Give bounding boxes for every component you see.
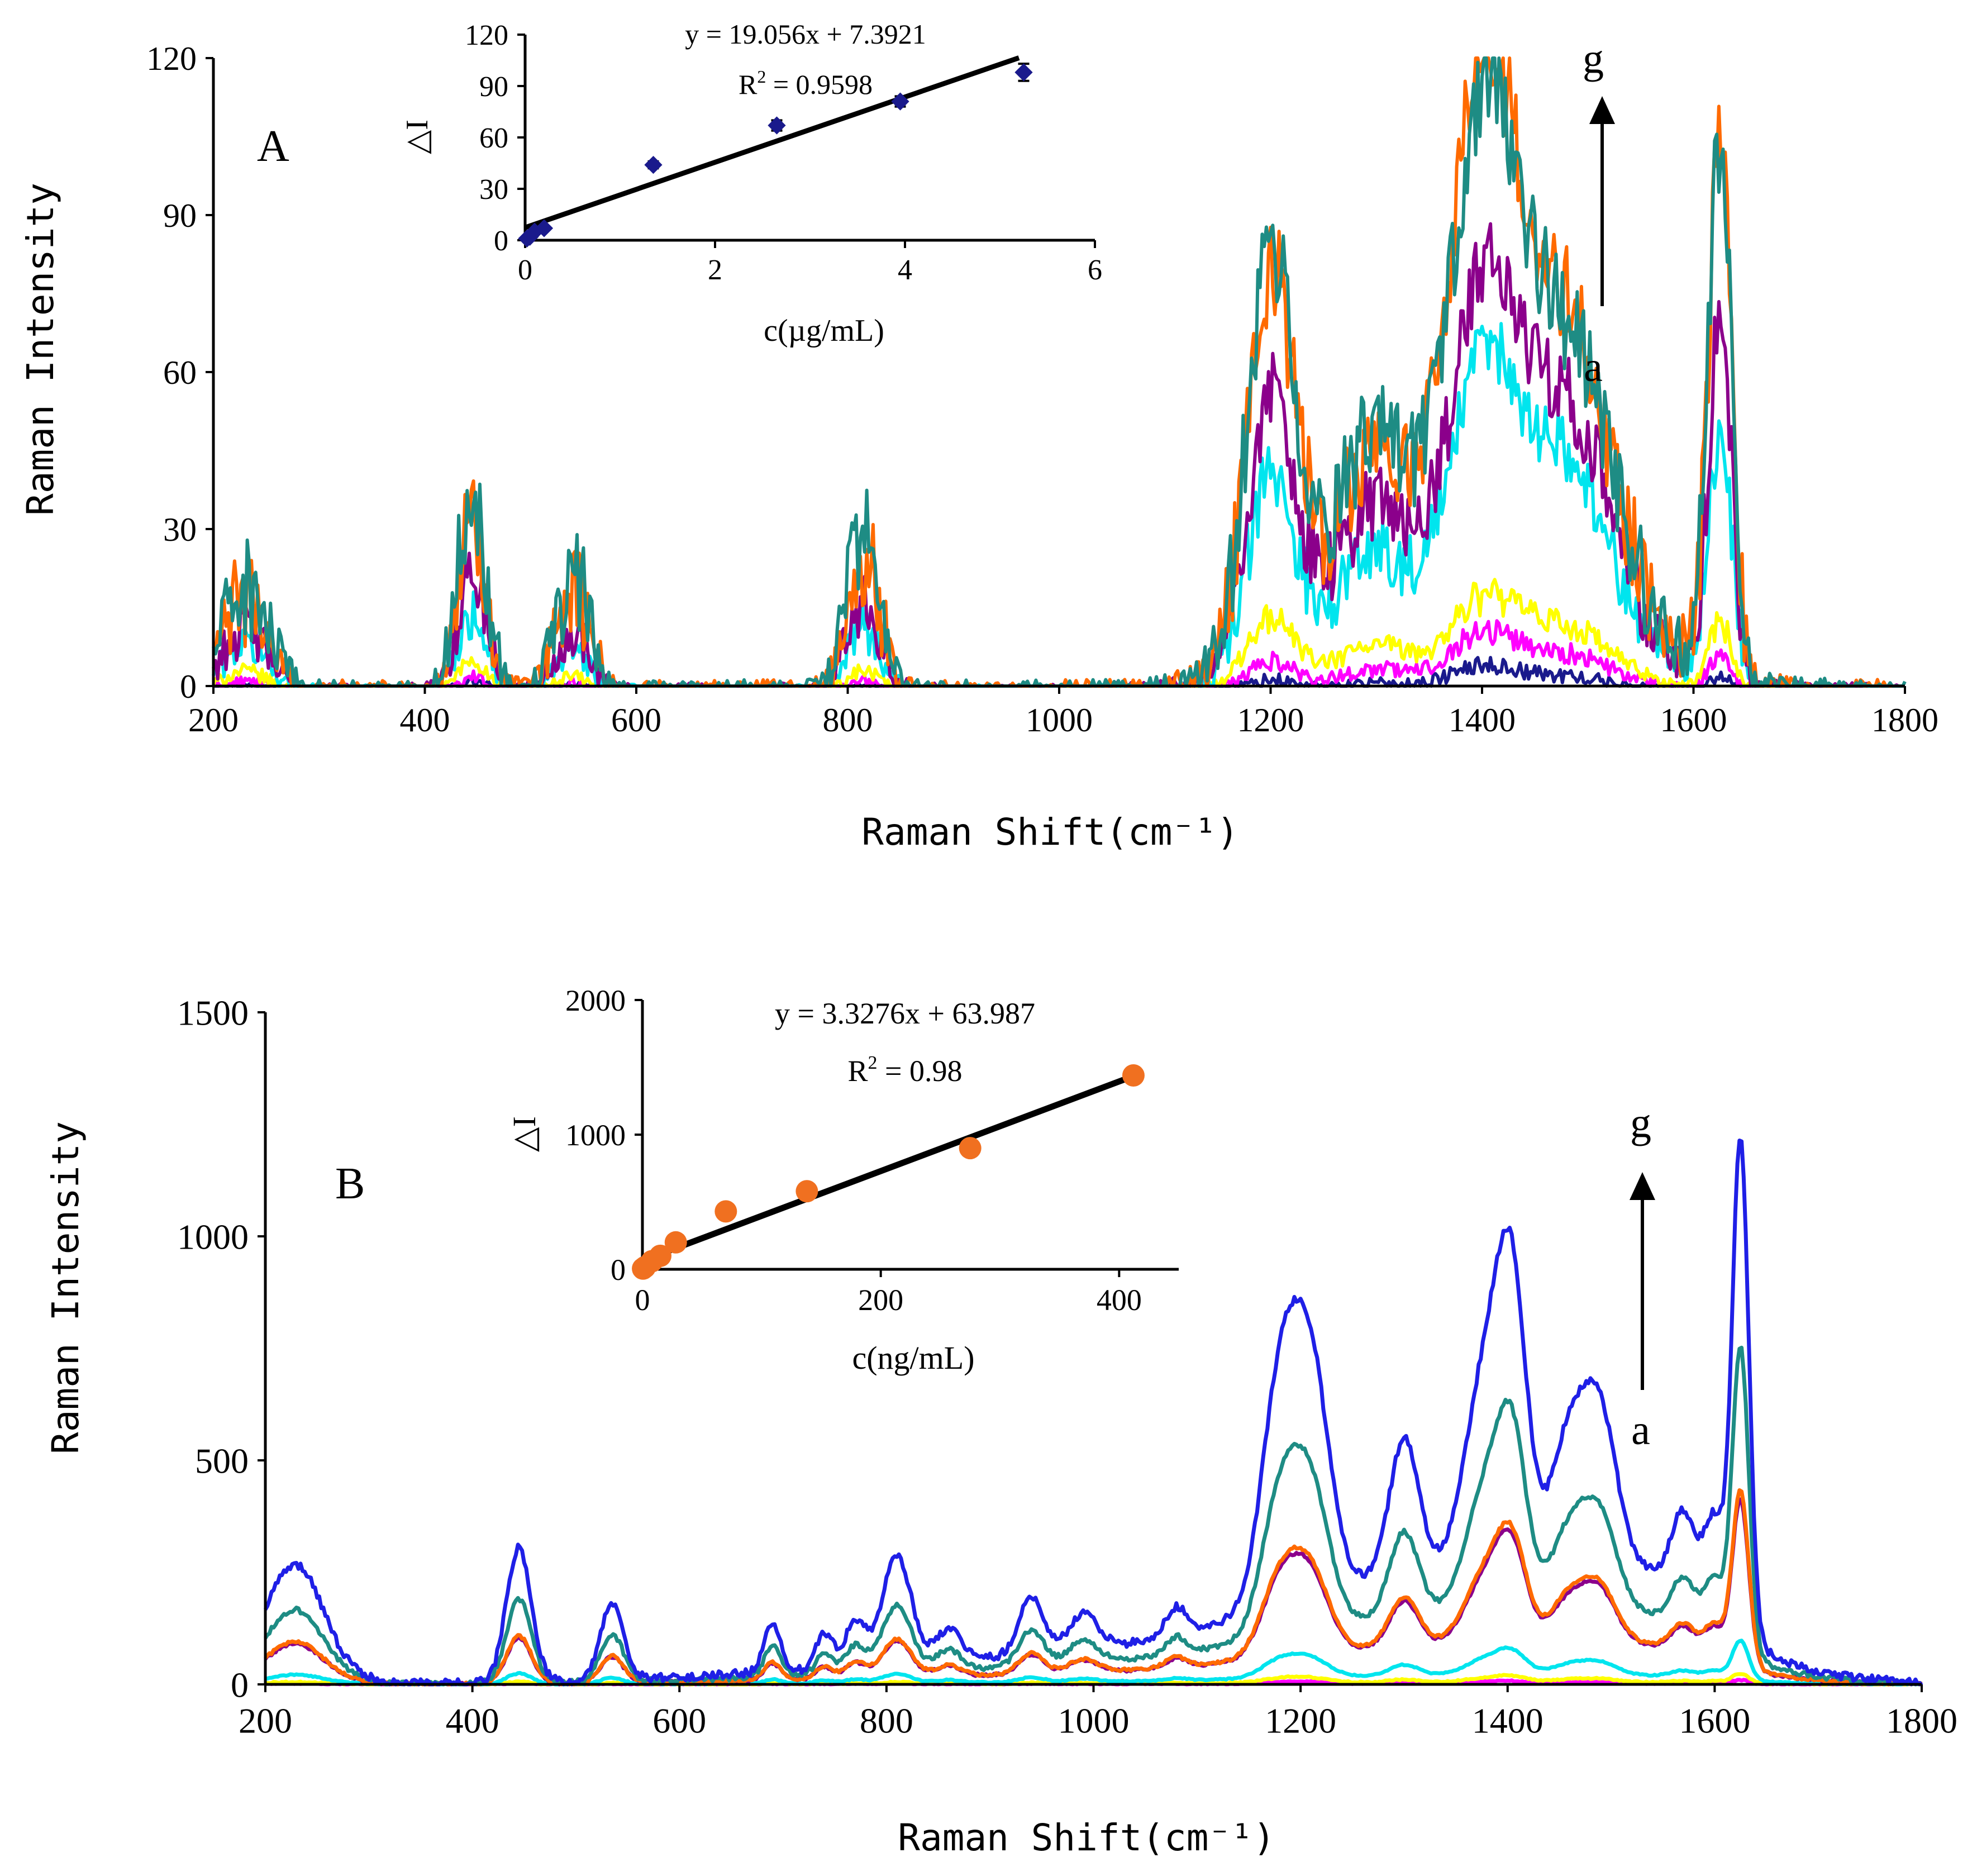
x-tick-label: 2 — [708, 254, 722, 286]
x-tick-label: 1400 — [1449, 702, 1516, 739]
x-tick-label: 200 — [188, 702, 239, 739]
y-axis-title-a: Raman Intensity — [19, 183, 62, 516]
r-squared-b: R2 = 0.98 — [848, 1053, 963, 1088]
y-ticks-b: 0 500 1000 1500 — [177, 993, 265, 1704]
data-point — [768, 116, 786, 135]
data-point — [644, 155, 663, 174]
trend-arrowhead-a — [1589, 96, 1615, 124]
fit-line-b — [641, 1074, 1132, 1264]
x-axis-title-b: Raman Shift(cm⁻¹) — [898, 1816, 1275, 1859]
inset-x-title-b: c(ng/mL) — [852, 1340, 974, 1376]
x-tick-label: 1200 — [1265, 1701, 1336, 1740]
arrow-label-g-b: g — [1630, 1099, 1651, 1146]
chart-panel-b: 0 500 1000 1500 200 400 600 800 1000 1200 1400 160… — [44, 984, 1957, 1859]
data-point — [795, 1180, 818, 1203]
inset-points-b — [632, 1064, 1145, 1280]
spectrum-line-g — [263, 1139, 1923, 1687]
x-tick-label: 1800 — [1886, 1701, 1957, 1740]
inset-x-ticks-a: 0 2 4 6 — [518, 240, 1102, 286]
spectra-series-a — [212, 56, 1907, 688]
inset-calibration-a: 0 30 60 90 120 0 2 4 6 y = 19.056x + 7.3921 R2 … — [400, 18, 1102, 348]
x-axis-title-a: Raman Shift(cm⁻¹) — [861, 811, 1239, 854]
y-tick-label: 90 — [479, 71, 508, 103]
x-tick-label: 1800 — [1871, 702, 1938, 739]
y-tick-label: 1000 — [565, 1118, 626, 1152]
x-ticks-a: 200 400 600 800 1000 1200 1400 1600 1800 — [188, 686, 1938, 739]
arrow-label-a-a: a — [1584, 344, 1603, 391]
x-tick-label: 1400 — [1472, 1701, 1544, 1740]
y-tick-label: 120 — [465, 20, 508, 51]
spectrum-line-e — [264, 1488, 1922, 1687]
y-tick-label: 0 — [611, 1253, 626, 1287]
x-tick-label: 800 — [860, 1701, 913, 1740]
x-tick-label: 800 — [823, 702, 873, 739]
data-point — [649, 1244, 671, 1267]
x-tick-label: 400 — [1097, 1283, 1142, 1317]
inset-y-title-b: △I — [506, 1116, 542, 1152]
x-tick-label: 1200 — [1237, 702, 1304, 739]
x-tick-label: 200 — [858, 1283, 903, 1317]
inset-calibration-b: 0 1000 2000 0 200 400 y = 3.3276x + 63.987 R… — [506, 984, 1179, 1376]
y-tick-label: 0 — [494, 225, 508, 257]
x-tick-label: 0 — [518, 254, 532, 286]
spectra-series-b — [263, 1139, 1923, 1687]
trend-arrowhead-b — [1630, 1172, 1655, 1200]
spectrum-line-g — [212, 56, 1907, 688]
fit-equation-b: y = 3.3276x + 63.987 — [775, 997, 1035, 1030]
inset-x-ticks-b: 0 200 400 — [635, 1269, 1142, 1317]
y-tick-label: 120 — [146, 40, 197, 77]
x-tick-label: 1000 — [1026, 702, 1093, 739]
y-tick-label: 2000 — [565, 984, 626, 1017]
x-tick-label: 200 — [239, 1701, 292, 1740]
y-tick-label: 500 — [195, 1441, 249, 1480]
x-tick-label: 1000 — [1058, 1701, 1130, 1740]
spectrum-line-c — [265, 1639, 1923, 1687]
r-squared-a: R2 = 0.9598 — [739, 66, 873, 100]
y-tick-label: 60 — [479, 122, 508, 154]
data-point — [891, 92, 909, 111]
y-tick-label: 1000 — [177, 1217, 249, 1256]
data-point — [959, 1137, 982, 1160]
spectrum-line-f — [264, 1345, 1922, 1687]
inset-x-title-a: c(µg/mL) — [764, 313, 884, 348]
data-point — [535, 219, 554, 237]
y-axis-title-b: Raman Intensity — [44, 1121, 87, 1454]
inset-y-ticks-b: 0 1000 2000 — [565, 984, 642, 1287]
x-tick-label: 1600 — [1660, 702, 1727, 739]
fit-line-a — [524, 55, 1020, 230]
x-tick-label: 400 — [400, 702, 450, 739]
y-tick-label: 90 — [163, 197, 197, 234]
x-tick-label: 6 — [1088, 254, 1102, 286]
inset-points-a — [518, 63, 1033, 248]
x-tick-label: 400 — [446, 1701, 499, 1740]
data-point — [1122, 1064, 1145, 1087]
panel-label-a: A — [257, 122, 289, 171]
y-tick-label: 60 — [163, 354, 197, 391]
x-tick-label: 4 — [898, 254, 912, 286]
y-tick-label: 30 — [163, 511, 197, 548]
y-ticks-a: 0 30 60 90 120 — [146, 40, 213, 705]
arrow-label-g-a: g — [1583, 35, 1604, 82]
inset-y-ticks-a: 0 30 60 90 120 — [465, 20, 525, 257]
data-point — [1014, 63, 1033, 82]
y-tick-label: 30 — [479, 174, 508, 206]
x-tick-label: 600 — [652, 1701, 706, 1740]
arrow-label-a-b: a — [1631, 1407, 1650, 1454]
x-tick-label: 600 — [611, 702, 661, 739]
x-tick-label: 1600 — [1679, 1701, 1750, 1740]
y-tick-label: 0 — [231, 1665, 249, 1704]
inset-y-title-a: △I — [400, 120, 435, 154]
x-ticks-b: 200 400 600 800 1000 1200 1400 1600 1800 — [239, 1684, 1957, 1740]
y-tick-label: 0 — [180, 668, 197, 705]
x-tick-label: 0 — [635, 1283, 650, 1317]
data-point — [664, 1231, 687, 1254]
panel-label-b: B — [335, 1159, 365, 1208]
fit-equation-a: y = 19.056x + 7.3921 — [685, 18, 926, 50]
y-tick-label: 1500 — [177, 993, 249, 1032]
data-point — [714, 1200, 737, 1223]
